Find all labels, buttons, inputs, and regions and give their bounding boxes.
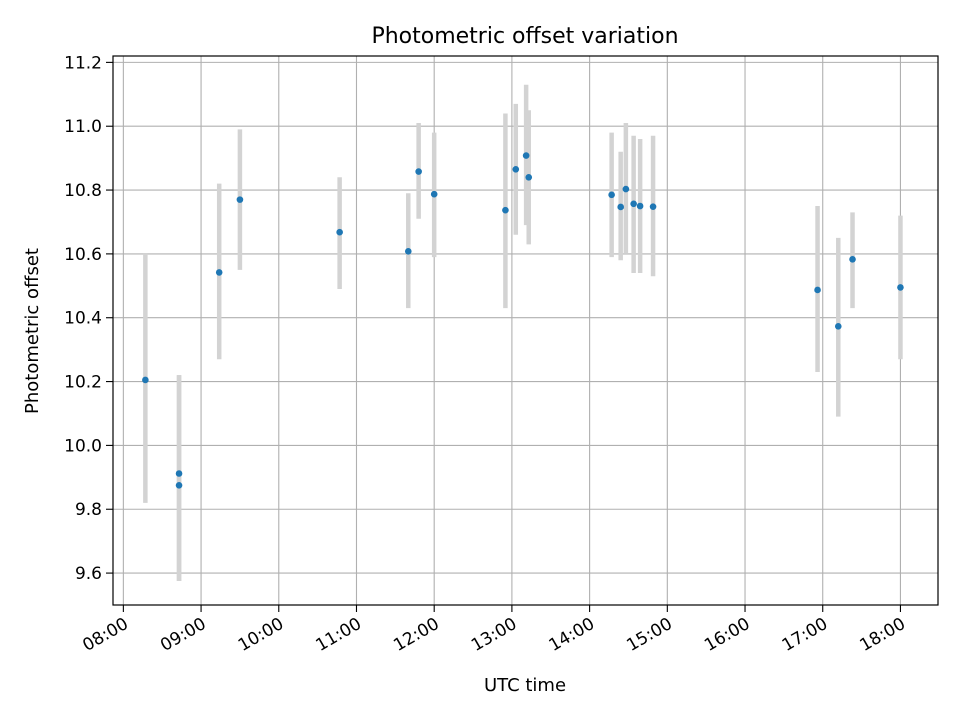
data-point	[512, 166, 520, 173]
data-point	[175, 470, 183, 477]
x-tick-label: 08:00	[79, 614, 131, 656]
y-axis-label: Photometric offset	[22, 248, 43, 414]
x-tick-label: 14:00	[546, 614, 598, 656]
x-tick-label: 12:00	[390, 614, 442, 656]
y-tick-label: 10.4	[64, 309, 102, 329]
data-point	[142, 376, 149, 384]
error-bars	[143, 84, 903, 582]
x-tick-label: 09:00	[157, 614, 209, 656]
data-point	[649, 203, 657, 210]
y-tick-label: 10.6	[64, 245, 102, 265]
data-point	[404, 248, 412, 255]
y-tick-label: 10.2	[64, 373, 102, 393]
y-tick-label: 10.8	[64, 181, 102, 201]
y-tick-label: 11.2	[64, 53, 102, 73]
data-point	[897, 284, 904, 291]
x-tick-label: 18:00	[857, 614, 909, 656]
data-point	[430, 190, 438, 198]
x-tick-label: 13:00	[468, 614, 520, 656]
y-tick-label: 11.0	[64, 117, 102, 137]
x-tick-label: 15:00	[623, 614, 675, 656]
data-point	[415, 168, 422, 175]
y-tick-label: 9.8	[75, 500, 102, 520]
data-point	[502, 206, 509, 214]
data-point	[215, 269, 223, 276]
data-point	[617, 203, 624, 211]
data-point	[522, 152, 530, 159]
y-axis-ticks: 9.6 9.8 10.0 10.2 10.4 10.6 10.8 11.0 11.2	[64, 53, 113, 584]
data-point	[622, 185, 630, 193]
x-axis-ticks: 08:00 09:00 10:00 11:00 12:00 13:00 14:00 15:00…	[79, 605, 909, 656]
y-tick-label: 9.6	[75, 564, 102, 584]
data-point	[525, 173, 533, 181]
x-tick-label: 10:00	[235, 614, 287, 656]
data-point	[834, 323, 842, 330]
data-point	[849, 256, 856, 263]
x-tick-label: 11:00	[313, 614, 365, 656]
data-point	[608, 191, 615, 199]
x-tick-label: 17:00	[779, 614, 831, 656]
data-point	[630, 200, 637, 208]
data-point	[236, 196, 244, 203]
y-tick-label: 10.0	[64, 436, 102, 456]
data-point	[336, 228, 343, 236]
chart-title: Photometric offset variation	[371, 24, 678, 49]
x-tick-label: 16:00	[701, 614, 753, 656]
plot-frame	[112, 55, 939, 606]
data-point	[175, 482, 183, 489]
data-points	[142, 152, 904, 489]
data-point	[814, 286, 821, 294]
data-point	[636, 202, 644, 210]
x-axis-label: UTC time	[484, 675, 566, 696]
